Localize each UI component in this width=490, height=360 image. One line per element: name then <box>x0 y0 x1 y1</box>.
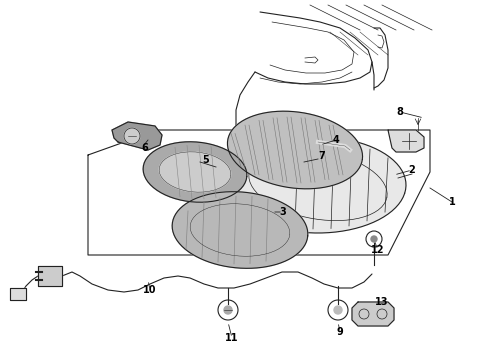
Polygon shape <box>230 137 406 233</box>
Circle shape <box>124 128 140 144</box>
Text: 4: 4 <box>333 135 340 145</box>
Text: 9: 9 <box>337 327 343 337</box>
Polygon shape <box>227 111 363 189</box>
Polygon shape <box>352 302 394 326</box>
Circle shape <box>224 306 232 314</box>
Polygon shape <box>38 266 62 286</box>
Text: 8: 8 <box>396 107 403 117</box>
Polygon shape <box>10 288 26 300</box>
Polygon shape <box>143 142 247 202</box>
Text: 1: 1 <box>449 197 455 207</box>
Polygon shape <box>388 130 424 152</box>
Text: 11: 11 <box>225 333 239 343</box>
Polygon shape <box>172 192 308 268</box>
Polygon shape <box>112 122 162 150</box>
Polygon shape <box>159 152 231 192</box>
Text: 5: 5 <box>203 155 209 165</box>
Text: 2: 2 <box>409 165 416 175</box>
Circle shape <box>334 306 342 314</box>
Circle shape <box>371 236 377 242</box>
Text: 3: 3 <box>280 207 286 217</box>
Text: 10: 10 <box>143 285 157 295</box>
Text: 13: 13 <box>375 297 389 307</box>
Text: 7: 7 <box>318 151 325 161</box>
Text: 12: 12 <box>371 245 385 255</box>
Text: 6: 6 <box>142 143 148 153</box>
